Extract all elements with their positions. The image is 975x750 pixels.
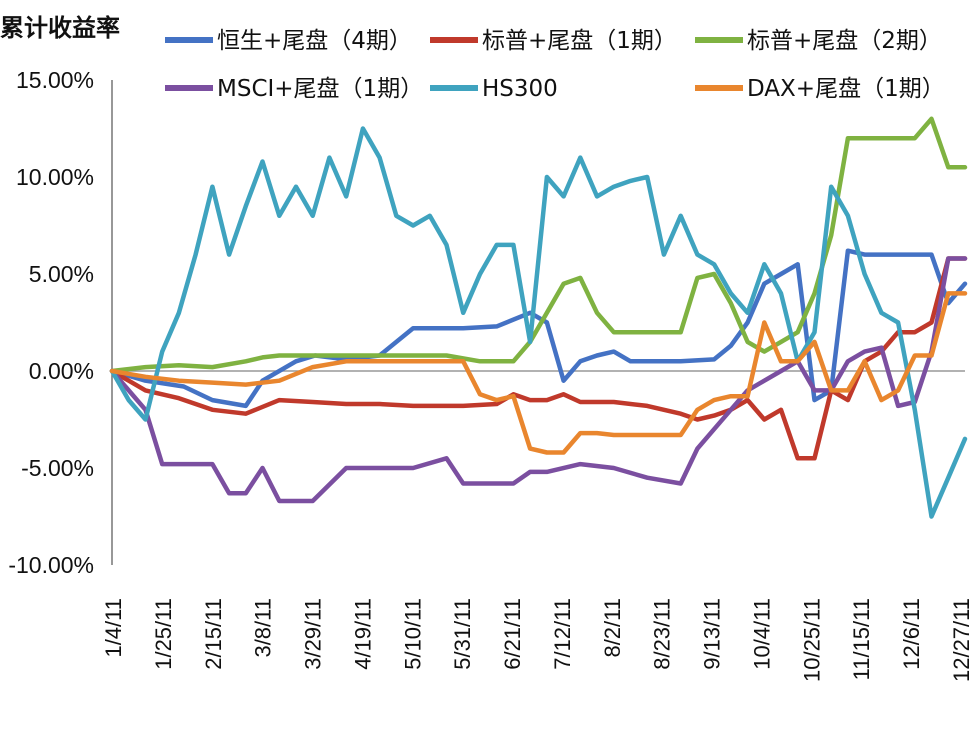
y-tick-label: -10.00% (8, 552, 94, 578)
series-line (109, 291, 968, 455)
x-tick-label: 8/2/11 (600, 598, 625, 658)
x-tick-label: 1/25/11 (151, 598, 176, 670)
x-tick-label: 3/29/11 (301, 598, 326, 670)
x-tick-label: 12/27/11 (949, 598, 974, 682)
legend-label: 标普+尾盘（2期） (747, 28, 942, 54)
y-tick-label: 5.00% (29, 261, 94, 287)
x-tick-label: 3/8/11 (251, 598, 276, 658)
legend-label: HS300 (482, 76, 558, 102)
x-tick-label: 9/13/11 (700, 598, 725, 670)
x-tick-label: 1/4/11 (101, 598, 126, 658)
x-tick-label: 6/21/11 (500, 598, 525, 670)
x-tick-label: 11/15/11 (849, 598, 874, 680)
y-axis: 15.00% 10.00% 5.00% 0.00% -5.00% -10.00% (8, 67, 965, 578)
y-tick-label: 10.00% (16, 164, 94, 190)
series-line (109, 116, 968, 374)
y-tick-label: 0.00% (29, 358, 94, 384)
legend-label: MSCI+尾盘（1期） (217, 76, 423, 102)
legend-label: DAX+尾盘（1期） (747, 76, 945, 102)
legend: 恒生+尾盘（4期） 标普+尾盘（1期） 标普+尾盘（2期） MSCI+尾盘（1期） HS… (165, 28, 945, 102)
x-tick-label: 8/23/11 (650, 598, 675, 670)
series-line (109, 256, 968, 504)
legend-label: 恒生+尾盘（4期） (217, 28, 412, 54)
x-tick-label: 5/10/11 (400, 598, 425, 670)
x-tick-label: 5/31/11 (450, 598, 475, 670)
x-tick-label: 12/6/11 (899, 598, 924, 670)
x-tick-label: 10/25/11 (799, 598, 824, 682)
x-axis: 1/4/11 1/25/11 2/15/11 3/8/11 3/29/11 4/19/11… (101, 598, 974, 682)
y-axis-title: 累计收益率 (0, 14, 120, 42)
x-tick-label: 4/19/11 (350, 598, 375, 670)
x-tick-label: 7/12/11 (550, 598, 575, 670)
series-line (109, 126, 968, 519)
legend-label: 标普+尾盘（1期） (482, 28, 677, 54)
plot-area (109, 116, 968, 519)
y-tick-label: 15.00% (16, 67, 94, 93)
y-tick-label: -5.00% (21, 455, 94, 481)
x-tick-label: 10/4/11 (749, 598, 774, 670)
x-tick-label: 2/15/11 (201, 598, 226, 670)
